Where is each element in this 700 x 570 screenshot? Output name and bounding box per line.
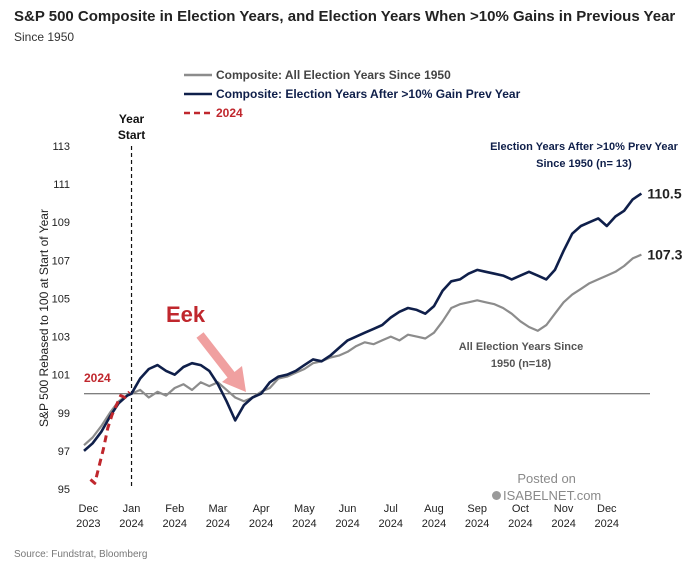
y-tick-label: 111 [53,179,70,191]
x-tick-label: Dec [597,503,617,515]
x-tick-label: Apr [253,503,270,515]
y-tick-label: 105 [52,293,70,305]
source-note: Source: Fundstrat, Bloomberg [14,549,148,560]
legend-label-all-years: Composite: All Election Years Since 1950 [216,68,451,82]
x-tick-label: Nov [554,503,574,515]
annotation-after-gain-line2: Since 1950 (n= 13) [536,158,632,170]
x-tick-label: 2024 [206,518,230,530]
year-start-label: Start [118,128,145,142]
x-tick-label: 2024 [119,518,143,530]
x-tick-label: 2024 [595,518,619,530]
isabelnet-logo-icon [492,491,501,500]
end-value-label-after-gain: 110.5 [647,186,681,202]
x-tick-label: 2023 [76,518,100,530]
x-tick-label: Dec [79,503,99,515]
y-tick-label: 109 [52,217,70,229]
x-tick-label: 2024 [465,518,489,530]
year-start-label: Year [119,112,145,126]
y-tick-label: 97 [58,446,70,458]
y-tick-label: 107 [52,255,70,267]
y-tick-label: 103 [52,332,70,344]
x-tick-label: 2024 [422,518,446,530]
x-tick-label: 2024 [508,518,532,530]
x-tick-label: 2024 [162,518,186,530]
y-tick-label: 101 [52,370,70,382]
y-tick-label: 99 [58,408,70,420]
legend: Composite: All Election Years Since 1950… [184,68,521,120]
x-tick-label: Jan [123,503,141,515]
chart-title: S&P 500 Composite in Election Years, and… [14,8,676,25]
x-tick-label: Mar [208,503,227,515]
x-tick-label: Feb [165,503,184,515]
y-tick-label: 113 [52,141,70,153]
series-line-2024 [89,390,131,485]
watermark-line1: Posted on [517,471,576,486]
annotation-all-years-line2: 1950 (n=18) [491,358,552,370]
legend-label-2024: 2024 [216,106,243,120]
watermark-line2: ISABELNET.com [492,487,601,504]
annotation-all-years-line1: All Election Years Since [459,341,584,353]
y-axis-label: S&P 500 Rebased to 100 at Start of Year [37,209,51,427]
annotation-eek: Eek [166,302,206,327]
x-tick-label: May [294,503,315,515]
x-tick-label: Aug [424,503,444,515]
legend-label-after-gain: Composite: Election Years After >10% Gai… [216,87,521,101]
end-value-label-all-years: 107.3 [647,247,682,263]
series-line-after-gain-years [83,192,643,452]
watermark-site: ISABELNET.com [503,488,602,503]
eek-arrow [196,332,246,392]
watermark: Posted on ISABELNET.com [492,470,601,504]
x-tick-labels: Dec 2023 Jan 2024 Feb 2024 Mar 2024 Apr 2024 May 20… [76,503,619,530]
annotation-after-gain-line1: Election Years After >10% Prev Year [490,141,679,153]
x-tick-label: 2024 [379,518,403,530]
x-tick-label: 2024 [335,518,359,530]
x-tick-label: 2024 [551,518,575,530]
chart-subtitle: Since 1950 [14,30,75,44]
x-tick-label: Jul [384,503,398,515]
x-tick-label: Jun [339,503,357,515]
x-tick-label: 2024 [249,518,273,530]
x-tick-label: Sep [467,503,487,515]
x-tick-label: Oct [512,503,529,515]
x-tick-label: 2024 [292,518,316,530]
y-tick-label: 95 [58,484,70,496]
y-tick-labels: 95 97 99 101 103 105 107 109 111 113 [52,141,70,496]
annotation-2024-label: 2024 [84,371,111,385]
series-line-all-election-years [83,253,642,447]
